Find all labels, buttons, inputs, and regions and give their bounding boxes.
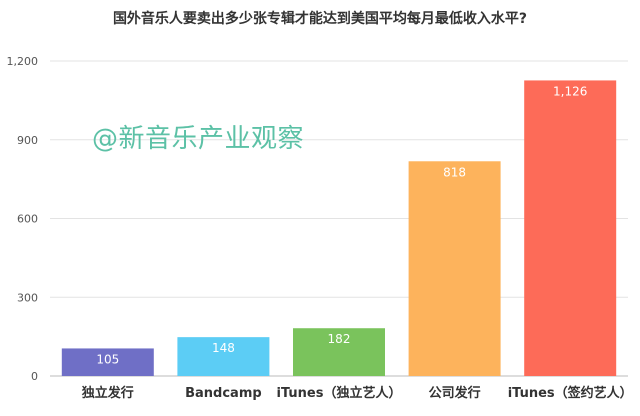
x-category-label: Bandcamp [185, 386, 262, 401]
x-category-label: 公司发行 [429, 385, 481, 401]
bar [61, 348, 154, 376]
bar [408, 161, 501, 376]
watermark-text: @新音乐产业观察 [92, 124, 305, 154]
y-tick-label: 900 [17, 134, 38, 147]
y-tick-label: 600 [17, 213, 38, 226]
x-category-label: iTunes（签约艺人） [508, 385, 633, 401]
y-tick-label: 1,200 [7, 55, 39, 68]
y-tick-label: 0 [31, 370, 38, 383]
bar-data-label: 148 [212, 341, 235, 355]
y-tick-label: 300 [17, 291, 38, 304]
x-category-label: iTunes（独立艺人） [277, 385, 402, 401]
bar [293, 328, 385, 376]
chart-title: 国外音乐人要卖出多少张专辑才能达到美国平均每月最低收入水平? [112, 11, 528, 27]
bar-data-label: 1,126 [553, 84, 587, 98]
bar-data-label: 182 [328, 332, 351, 346]
x-category-label: 独立发行 [82, 385, 134, 401]
bar-data-label: 105 [96, 352, 119, 366]
bar-data-label: 818 [443, 165, 466, 179]
bar [177, 337, 270, 376]
bar [524, 80, 617, 377]
